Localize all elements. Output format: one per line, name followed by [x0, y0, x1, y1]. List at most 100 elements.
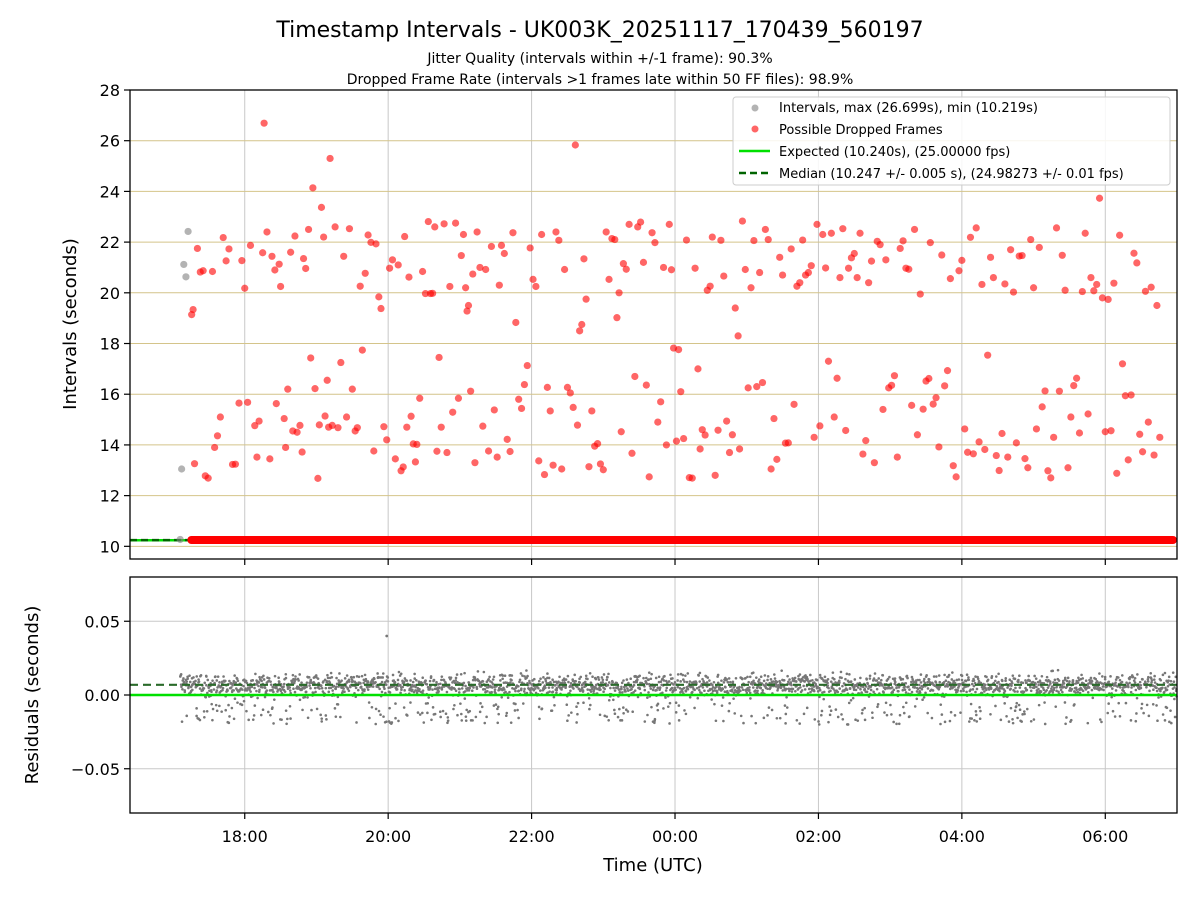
dropped-frame-point	[594, 440, 601, 447]
residual-point	[1161, 687, 1164, 690]
residual-point	[475, 716, 478, 719]
residual-point	[294, 691, 297, 694]
residual-point	[438, 687, 441, 690]
residual-point	[537, 687, 540, 690]
dropped-frame-point	[471, 459, 478, 466]
dropped-frame-point	[561, 266, 568, 273]
dropped-frame-point	[1059, 252, 1066, 259]
dropped-frame-point	[990, 274, 997, 281]
residual-point	[997, 672, 1000, 675]
residual-point	[840, 676, 843, 679]
residual-point	[784, 722, 787, 725]
residual-point	[453, 704, 456, 707]
residual-point	[608, 681, 611, 684]
residual-point	[486, 690, 489, 693]
residual-point	[551, 678, 554, 681]
residual-point	[1057, 669, 1060, 672]
dropped-frame-point	[494, 453, 501, 460]
residual-point	[985, 689, 988, 692]
residual-point	[652, 689, 655, 692]
residual-point	[289, 717, 292, 720]
residual-point	[1035, 677, 1038, 680]
residual-point	[784, 704, 787, 707]
dropped-frame-point	[702, 431, 709, 438]
residual-point	[468, 687, 471, 690]
residual-point	[702, 686, 705, 689]
residual-point	[437, 690, 440, 693]
dropped-frame-point	[524, 362, 531, 369]
residual-point	[254, 704, 257, 707]
residual-point	[724, 686, 727, 689]
residual-point	[544, 687, 547, 690]
residual-point	[1134, 677, 1137, 680]
intervals-y-tick-label: 24	[100, 182, 120, 201]
residual-point	[497, 705, 500, 708]
residual-point	[911, 691, 914, 694]
residual-point	[520, 672, 523, 675]
residual-point	[326, 674, 329, 677]
dropped-frame-point	[640, 259, 647, 266]
residual-point	[392, 674, 395, 677]
dropped-frame-point	[235, 399, 242, 406]
residual-point	[994, 680, 997, 683]
dropped-frame-point	[555, 237, 562, 244]
residual-point	[374, 723, 377, 726]
dropped-frame-point	[578, 321, 585, 328]
residual-point	[1112, 710, 1115, 713]
dropped-frame-point	[509, 229, 516, 236]
dropped-frame-point	[276, 261, 283, 268]
residual-point	[960, 690, 963, 693]
dropped-frame-point	[747, 284, 754, 291]
dropped-frame-point	[392, 455, 399, 462]
dropped-frame-point	[1133, 259, 1140, 266]
dropped-frame-point	[996, 467, 1003, 474]
dropped-frame-point	[1064, 464, 1071, 471]
residual-point	[612, 698, 615, 701]
residual-point	[567, 675, 570, 678]
residual-point	[674, 681, 677, 684]
residual-point	[749, 691, 752, 694]
residual-point	[496, 722, 499, 725]
dropped-frame-point	[631, 373, 638, 380]
residual-point	[748, 689, 751, 692]
residual-point	[899, 714, 902, 717]
residual-point	[967, 676, 970, 679]
residual-point	[689, 696, 692, 699]
dropped-frame-point	[359, 347, 366, 354]
residual-point	[203, 682, 206, 685]
residual-point	[493, 675, 496, 678]
residual-point	[1148, 715, 1151, 718]
residual-point	[507, 696, 510, 699]
residual-point	[905, 701, 908, 704]
dropped-frame-point	[209, 268, 216, 275]
residual-point	[1101, 675, 1104, 678]
residual-point	[447, 719, 450, 722]
dropped-frame-point	[845, 265, 852, 272]
residual-point	[729, 681, 732, 684]
dropped-frame-point	[518, 405, 525, 412]
residual-point	[796, 719, 799, 722]
residual-point	[553, 704, 556, 707]
residual-point	[460, 713, 463, 716]
residual-point	[973, 679, 976, 682]
dropped-frame-point	[512, 319, 519, 326]
residual-point	[343, 690, 346, 693]
residual-point	[324, 714, 327, 717]
dropped-frame-point	[438, 424, 445, 431]
residual-point	[1162, 713, 1165, 716]
dropped-frame-point	[799, 236, 806, 243]
residual-point	[823, 691, 826, 694]
dropped-frame-point	[975, 438, 982, 445]
residual-point	[621, 682, 624, 685]
residual-point	[863, 707, 866, 710]
residual-point	[439, 710, 442, 713]
residual-point	[1081, 677, 1084, 680]
dropped-frame-point	[683, 236, 690, 243]
residual-point	[861, 709, 864, 712]
residual-point	[864, 688, 867, 691]
residual-point	[915, 698, 918, 701]
residual-point	[541, 707, 544, 710]
residual-point	[657, 703, 660, 706]
residual-point	[1029, 686, 1032, 689]
